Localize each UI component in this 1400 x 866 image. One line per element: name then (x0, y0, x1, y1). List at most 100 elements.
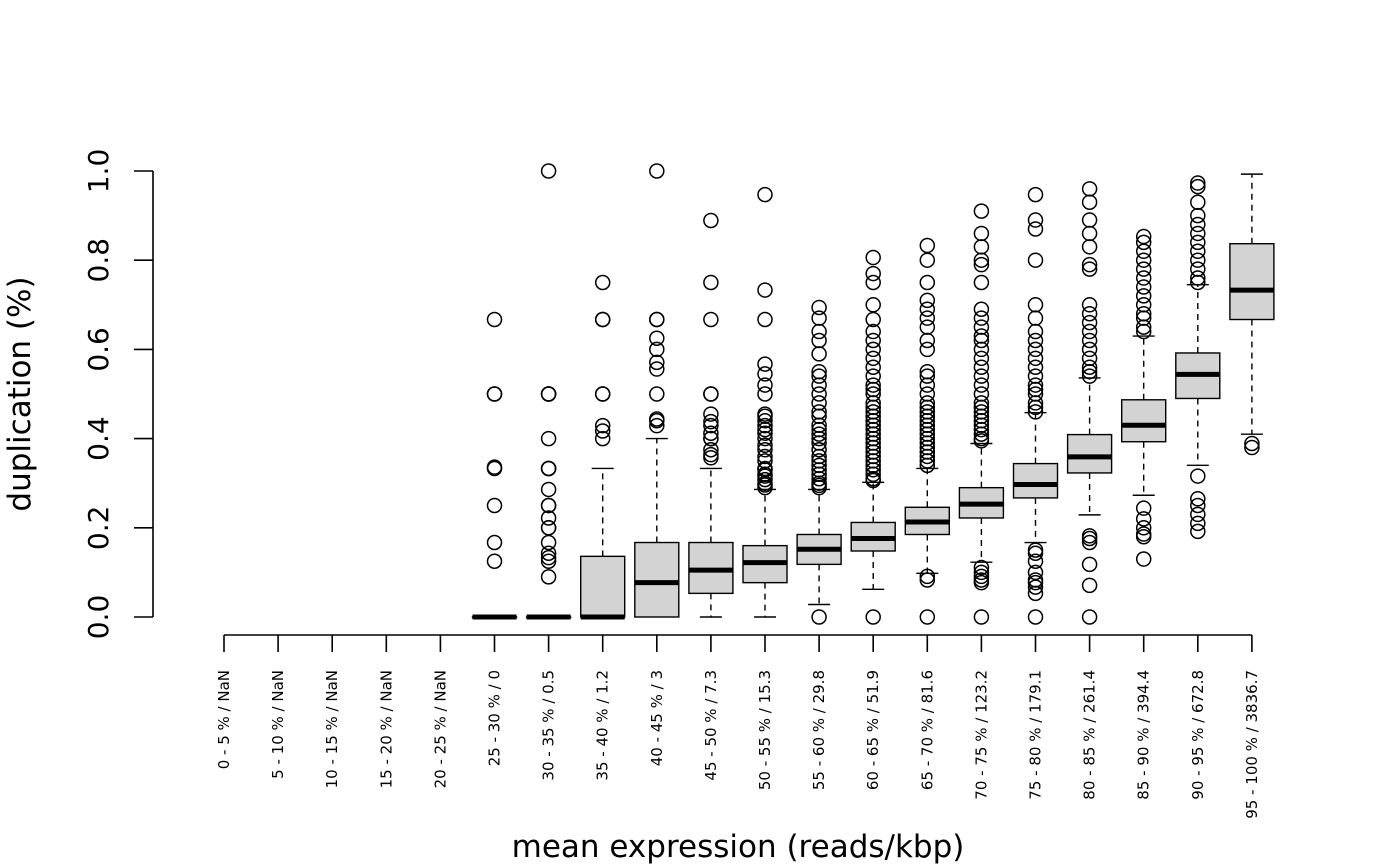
outlier-point (1027, 545, 1044, 561)
y-tick-label: 0.4 (82, 416, 115, 461)
x-tick-label: 65 - 70 % / 81.6 (918, 670, 936, 790)
outlier-point (757, 366, 773, 382)
box-group (634, 163, 680, 618)
outlier-point (919, 274, 936, 291)
outlier-point (1135, 551, 1152, 567)
outlier-point (973, 564, 990, 581)
outlier-point (1027, 572, 1044, 588)
outlier-point (811, 404, 827, 420)
outlier-point (1190, 270, 1206, 286)
outlier-point (486, 459, 503, 475)
outlier-point (1190, 194, 1206, 210)
iqr-box (634, 541, 680, 618)
iqr-box (1229, 242, 1275, 321)
outlier-point (649, 311, 665, 328)
outlier-point (649, 361, 665, 377)
outlier-point (1190, 234, 1206, 251)
outlier-point (1027, 323, 1044, 340)
outlier-point (757, 425, 773, 441)
outlier-point (1081, 359, 1098, 375)
outlier-point (811, 609, 827, 625)
outlier-point (1081, 534, 1098, 551)
outlier-point (865, 386, 881, 402)
iqr-box (580, 555, 626, 618)
box-group (688, 212, 734, 618)
outlier-point (1135, 500, 1152, 516)
outlier-point (1027, 212, 1044, 228)
outlier-point (919, 404, 936, 420)
outlier-point (811, 442, 827, 458)
outlier-point (865, 368, 881, 384)
outlier-point (1135, 520, 1152, 536)
outlier-point (649, 386, 665, 402)
outlier-point (1081, 297, 1098, 313)
outlier-point (1081, 194, 1098, 210)
outlier-point (1027, 404, 1044, 420)
outlier-point (973, 572, 990, 588)
box-group (742, 186, 788, 618)
outlier-point (1190, 207, 1206, 224)
outlier-point (919, 609, 936, 625)
outlier-point (1027, 359, 1044, 375)
outlier-point (1027, 368, 1044, 384)
x-tick-label: 85 - 90 % / 394.4 (1135, 670, 1153, 800)
x-tick-label: 80 - 85 % / 261.4 (1081, 670, 1099, 800)
x-tick-label: 35 - 40 % / 1.2 (594, 670, 612, 781)
x-tick-label: 10 - 15 % / NaN (323, 670, 341, 788)
outlier-point (649, 354, 665, 371)
y-tick-label: 0.2 (82, 506, 115, 551)
outlier-point (649, 163, 665, 179)
outlier-point (865, 332, 881, 349)
x-tick-label: 55 - 60 % / 29.8 (810, 670, 828, 790)
box-group (1066, 181, 1113, 625)
outlier-point (1081, 350, 1098, 367)
outlier-point (1081, 528, 1098, 544)
outlier-point (1081, 323, 1098, 340)
outlier-point (757, 471, 773, 488)
outlier-point (1027, 564, 1044, 581)
outlier-point (757, 453, 773, 469)
outlier-point (486, 386, 503, 402)
outlier-point (1081, 261, 1098, 277)
outlier-point (1027, 221, 1044, 237)
outlier-point (865, 297, 881, 313)
outlier-point (919, 363, 936, 380)
outlier-point (919, 341, 936, 358)
outlier-point (757, 437, 773, 454)
outlier-point (1135, 270, 1152, 286)
outlier-point (540, 520, 557, 536)
outlier-point (703, 311, 719, 328)
outlier-point (757, 311, 773, 328)
outlier-point (919, 319, 936, 335)
outlier-point (919, 395, 936, 411)
outlier-point (1190, 497, 1206, 514)
outlier-point (973, 395, 990, 411)
y-tick-label: 1.0 (82, 149, 115, 194)
outlier-point (703, 274, 719, 291)
outlier-point (919, 572, 936, 588)
outlier-point (811, 453, 827, 469)
outlier-point (1027, 332, 1044, 349)
outlier-point (540, 553, 557, 569)
outlier-point (649, 411, 665, 427)
outlier-point (703, 386, 719, 402)
outlier-point (1081, 212, 1098, 228)
outlier-point (865, 350, 881, 367)
box-group (1120, 228, 1167, 567)
outlier-point (973, 609, 990, 625)
outlier-point (1081, 181, 1098, 197)
x-tick-label: 25 - 30 % / 0 (486, 670, 504, 766)
outlier-point (865, 249, 881, 266)
outlier-point (1190, 252, 1206, 268)
outlier-point (757, 442, 773, 458)
outlier-point (811, 310, 827, 326)
x-tick-label: 45 - 50 % / 7.3 (702, 670, 720, 781)
outlier-point (865, 377, 881, 393)
outlier-point (1244, 435, 1260, 452)
outlier-point (703, 446, 719, 463)
outlier-point (1027, 252, 1044, 268)
outlier-point (1135, 526, 1152, 542)
outlier-point (1027, 386, 1044, 402)
outlier-point (540, 569, 557, 585)
box-group (904, 237, 950, 625)
